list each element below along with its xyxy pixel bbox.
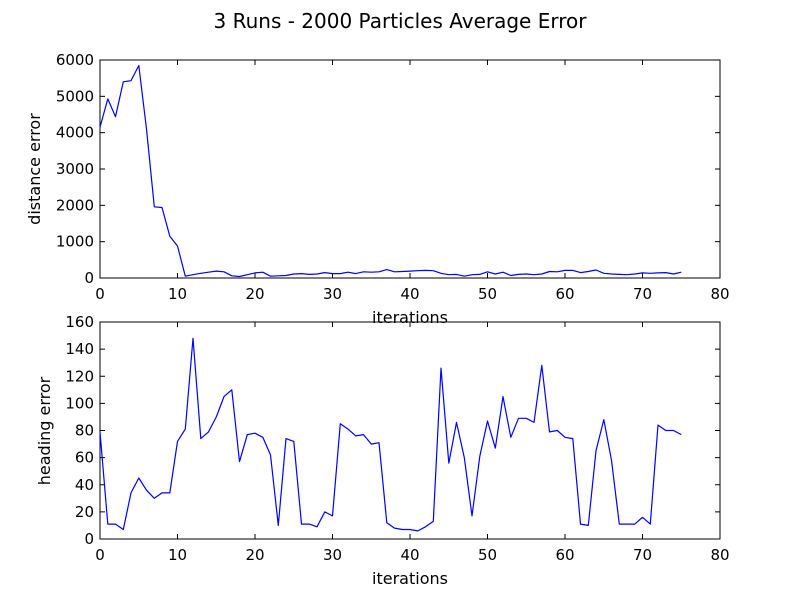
distance-x-tick-label: 0 <box>95 285 105 303</box>
heading-x-tick-label: 10 <box>168 546 187 564</box>
distance-x-tick-label: 40 <box>400 285 419 303</box>
figure-title: 3 Runs - 2000 Particles Average Error <box>214 9 588 33</box>
distance-x-ticks: 0 10 20 30 40 50 60 70 80 <box>95 60 730 303</box>
distance-x-tick-label: 20 <box>245 285 264 303</box>
heading-y-ticks: 0 20 40 60 80 100 120 140 160 <box>65 313 720 548</box>
heading-x-tick-label: 70 <box>633 546 652 564</box>
distance-y-axis-label: distance error <box>25 113 44 225</box>
distance-y-ticks: 0 1000 2000 3000 4000 5000 6000 <box>56 51 720 287</box>
heading-y-tick-label: 120 <box>65 367 94 385</box>
heading-x-ticks: 0 10 20 30 40 50 60 70 80 <box>95 322 730 564</box>
distance-y-tick-label: 1000 <box>56 233 94 251</box>
distance-y-tick-label: 2000 <box>56 196 94 214</box>
heading-x-tick-label: 50 <box>478 546 497 564</box>
distance-error-line <box>99 64 682 278</box>
heading-y-tick-label: 40 <box>75 476 94 494</box>
heading-x-tick-label: 40 <box>400 546 419 564</box>
heading-y-tick-label: 0 <box>84 530 94 548</box>
heading-y-tick-label: 80 <box>75 422 94 440</box>
heading-x-tick-label: 20 <box>245 546 264 564</box>
heading-x-tick-label: 30 <box>323 546 342 564</box>
heading-y-tick-label: 140 <box>65 340 94 358</box>
distance-y-tick-label: 3000 <box>56 160 94 178</box>
distance-y-tick-label: 6000 <box>56 51 94 69</box>
distance-x-tick-label: 80 <box>710 285 729 303</box>
distance-error-chart: 0 10 20 30 40 50 60 70 80 0 1000 2000 3000 4000 5000 6… <box>25 51 730 327</box>
heading-x-tick-label: 80 <box>710 546 729 564</box>
heading-y-axis-label: heading error <box>35 376 54 485</box>
heading-y-tick-label: 60 <box>75 449 94 467</box>
distance-x-tick-label: 70 <box>633 285 652 303</box>
distance-y-tick-label: 5000 <box>56 87 94 105</box>
distance-x-tick-label: 60 <box>555 285 574 303</box>
heading-x-tick-label: 0 <box>95 546 105 564</box>
distance-plot-frame <box>99 59 721 279</box>
distance-y-tick-label: 0 <box>84 269 94 287</box>
heading-y-tick-label: 160 <box>65 313 94 331</box>
heading-y-tick-label: 20 <box>75 503 94 521</box>
distance-x-tick-label: 50 <box>478 285 497 303</box>
distance-x-tick-label: 30 <box>323 285 342 303</box>
heading-plot-frame <box>99 321 721 540</box>
heading-error-line <box>99 337 682 532</box>
heading-error-chart: 0 10 20 30 40 50 60 70 80 020406080100120140160 … <box>35 313 730 588</box>
distance-x-tick-label: 10 <box>168 285 187 303</box>
distance-y-tick-label: 4000 <box>56 124 94 142</box>
heading-x-axis-label: iterations <box>372 569 448 588</box>
heading-x-tick-label: 60 <box>555 546 574 564</box>
heading-y-tick-label: 100 <box>65 394 94 412</box>
